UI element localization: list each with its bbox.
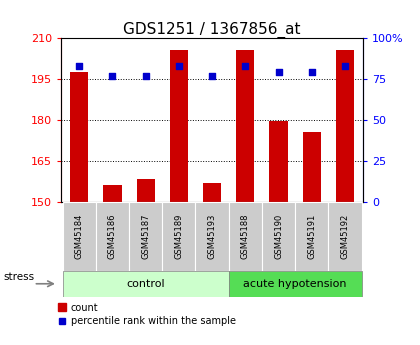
Point (176, 63, 182, 69)
Text: GSM45191: GSM45191 (307, 214, 316, 259)
Bar (269, 121, 288, 202)
Bar (328, 202, 362, 271)
Bar (262, 202, 295, 271)
Bar (336, 50, 354, 202)
Bar (203, 183, 221, 202)
Bar (295, 202, 328, 271)
Text: GSM45190: GSM45190 (274, 214, 283, 259)
Bar (229, 271, 362, 297)
Bar (303, 132, 321, 202)
Text: GSM45193: GSM45193 (207, 214, 217, 259)
Point (275, 70, 282, 75)
Point (242, 63, 249, 69)
Text: GSM45186: GSM45186 (108, 214, 117, 259)
Text: GSM45184: GSM45184 (75, 214, 84, 259)
Bar (136, 179, 155, 202)
Text: stress: stress (3, 272, 34, 282)
Bar (129, 202, 162, 271)
Text: GSM45192: GSM45192 (341, 214, 349, 259)
Text: GSM45187: GSM45187 (141, 214, 150, 259)
Bar (103, 186, 121, 202)
Bar (63, 271, 229, 297)
Bar (236, 50, 255, 202)
Bar (70, 72, 88, 202)
Bar (170, 50, 188, 202)
Bar (96, 202, 129, 271)
Bar (229, 202, 262, 271)
Point (76, 63, 83, 69)
Point (341, 63, 348, 69)
Text: acute hypotension: acute hypotension (244, 279, 347, 289)
Legend: count, percentile rank within the sample: count, percentile rank within the sample (58, 302, 237, 327)
Point (209, 73, 215, 78)
Point (109, 73, 116, 78)
Text: control: control (126, 279, 165, 289)
Point (142, 73, 149, 78)
Title: GDS1251 / 1367856_at: GDS1251 / 1367856_at (123, 22, 301, 38)
Bar (63, 202, 96, 271)
Text: GSM45189: GSM45189 (174, 214, 184, 259)
Text: GSM45188: GSM45188 (241, 214, 250, 259)
Bar (195, 202, 229, 271)
Point (308, 70, 315, 75)
Bar (162, 202, 195, 271)
